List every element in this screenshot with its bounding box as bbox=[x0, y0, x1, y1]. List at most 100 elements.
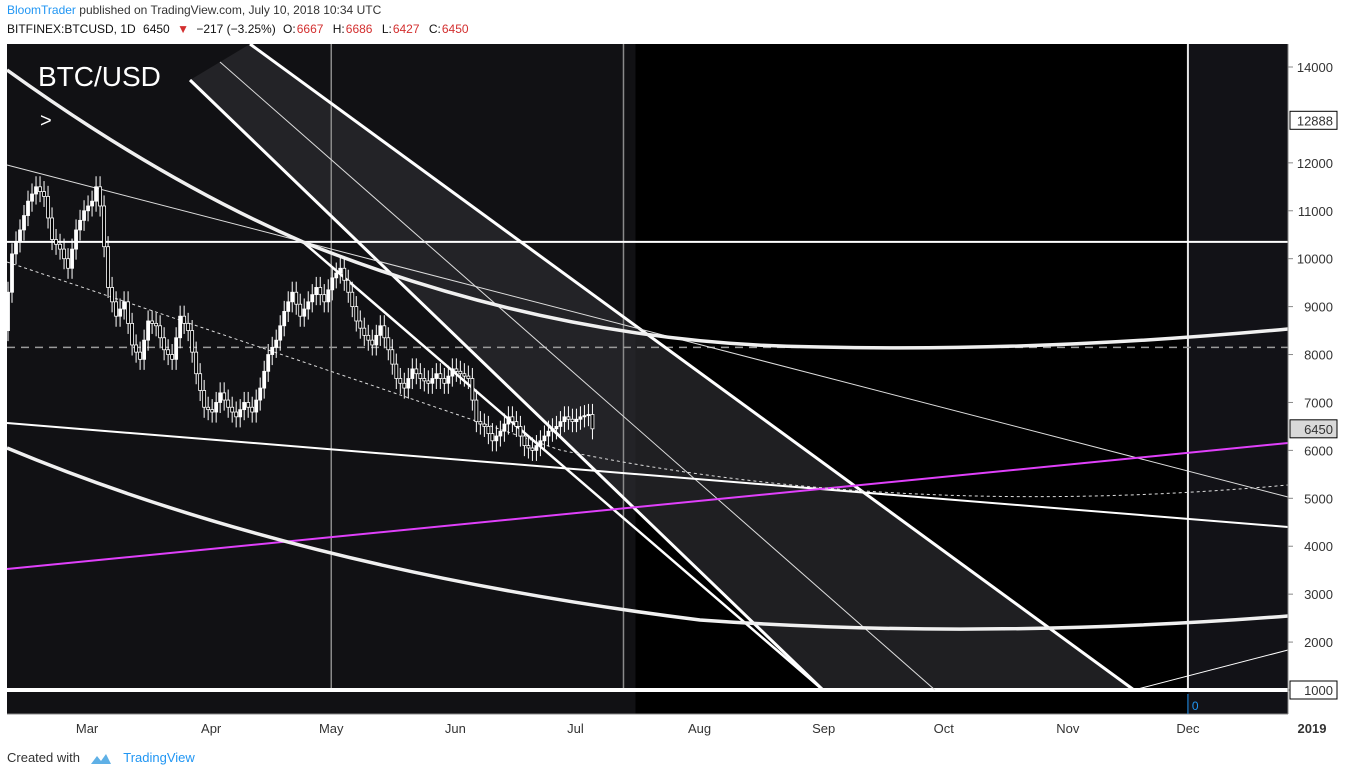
candle-body bbox=[306, 301, 311, 310]
candle-body bbox=[550, 428, 555, 432]
shade-right-region bbox=[1187, 44, 1288, 714]
last-price: 6450 bbox=[143, 22, 170, 36]
candle-body bbox=[178, 315, 183, 339]
candle-body bbox=[442, 378, 447, 384]
candle-body bbox=[46, 195, 50, 219]
high-label: H: bbox=[332, 22, 345, 36]
price-tick-label: 8000 bbox=[1304, 348, 1333, 363]
candle-body bbox=[502, 423, 507, 432]
candle-body bbox=[294, 291, 299, 305]
price-tick-label: 10000 bbox=[1297, 252, 1333, 267]
candle-body bbox=[406, 378, 411, 389]
channel-mid-line bbox=[219, 61, 936, 691]
candle-body bbox=[374, 334, 379, 346]
candle-body bbox=[458, 370, 463, 375]
candle-body bbox=[486, 426, 491, 435]
price-tick-label: 9000 bbox=[1304, 300, 1333, 315]
candle-body bbox=[66, 258, 70, 269]
chart-title: BTC/USD bbox=[38, 61, 161, 92]
upper-arc bbox=[5, 68, 1289, 350]
candle-body bbox=[586, 414, 591, 417]
time-tick-label: Jul bbox=[567, 721, 584, 736]
candle-body bbox=[334, 272, 339, 279]
candle-body bbox=[146, 320, 151, 341]
candle-body bbox=[102, 205, 106, 248]
candle-body bbox=[558, 421, 563, 427]
candle-body bbox=[474, 399, 479, 423]
footer: Created with TradingView bbox=[7, 750, 195, 766]
candle-body bbox=[538, 440, 543, 446]
candle-body bbox=[114, 301, 118, 317]
candle-body bbox=[230, 406, 235, 413]
candle-body bbox=[222, 392, 227, 401]
candle-body bbox=[362, 327, 367, 336]
candle-body bbox=[526, 445, 531, 449]
candle-body bbox=[6, 291, 10, 331]
chart-annotation: > bbox=[40, 110, 52, 132]
channel-upper-line bbox=[249, 42, 1135, 692]
candle-body bbox=[322, 294, 327, 303]
time-tick-label: Nov bbox=[1056, 721, 1080, 736]
candle-body bbox=[462, 373, 467, 377]
candle-body bbox=[482, 423, 487, 427]
candle-body bbox=[182, 315, 187, 324]
candle-body bbox=[498, 430, 503, 437]
time-tick-label: 2019 bbox=[1298, 721, 1327, 736]
tradingview-link[interactable]: TradingView bbox=[123, 750, 195, 765]
candle-body bbox=[390, 349, 395, 365]
candle-body bbox=[270, 346, 275, 355]
chart-drawings bbox=[5, 42, 1289, 714]
candle-body bbox=[110, 287, 114, 303]
candle-body bbox=[426, 380, 431, 384]
candle-body bbox=[58, 243, 62, 250]
candles bbox=[6, 176, 595, 461]
price-tag-box bbox=[1289, 419, 1338, 439]
candle-body bbox=[258, 387, 263, 401]
time-tick-label: Sep bbox=[812, 721, 835, 736]
price-tick-label: 12000 bbox=[1297, 156, 1333, 171]
candle-body bbox=[346, 279, 351, 293]
candle-body bbox=[454, 368, 459, 372]
time-axis[interactable]: Mar Apr May Jun Jul Aug Sep Oct Nov Dec 2019 0 bbox=[7, 694, 1326, 742]
candle-body bbox=[562, 416, 567, 423]
candle-body bbox=[342, 267, 347, 281]
candle-body bbox=[138, 351, 143, 360]
candle-body bbox=[54, 239, 58, 245]
candle-body bbox=[186, 322, 191, 331]
candle-body bbox=[402, 382, 407, 389]
small-ray bbox=[1133, 649, 1289, 691]
candle-body bbox=[50, 217, 54, 240]
price-tag-label: 6450 bbox=[1304, 422, 1333, 437]
candle-body bbox=[422, 378, 427, 382]
candle-body bbox=[42, 191, 46, 197]
candle-body bbox=[542, 435, 547, 442]
candle-body bbox=[590, 414, 595, 430]
candle-body bbox=[530, 447, 535, 451]
price-tick-label: 11000 bbox=[1298, 204, 1333, 219]
time-tick-label: May bbox=[319, 721, 344, 736]
candle-body bbox=[82, 210, 86, 221]
candle-body bbox=[134, 344, 139, 353]
time-axis-bg bbox=[7, 714, 1288, 742]
candle-body bbox=[126, 301, 130, 324]
time-tick-label: Aug bbox=[688, 721, 711, 736]
candle-body bbox=[22, 215, 26, 231]
candle-body bbox=[34, 186, 38, 195]
candle-body bbox=[446, 375, 451, 384]
candle-body bbox=[398, 378, 403, 384]
candle-body bbox=[30, 193, 34, 202]
price-axis[interactable]: 1000 2000 3000 4000 5000 6000 7000 8000 9000 1000… bbox=[1287, 44, 1348, 714]
candle-body bbox=[386, 337, 391, 351]
symbol[interactable]: BITFINEX:BTCUSD, 1D bbox=[7, 22, 136, 36]
price-axis-bg bbox=[1288, 44, 1348, 714]
candle-body bbox=[26, 200, 30, 216]
candle-body bbox=[194, 351, 199, 375]
author-link[interactable]: BloomTrader bbox=[7, 3, 76, 17]
time-tick-label: Mar bbox=[76, 721, 99, 736]
price-tick-label: 2000 bbox=[1304, 635, 1333, 650]
published-text: published on TradingView.com, July 10, 2… bbox=[79, 3, 382, 17]
candle-body bbox=[98, 186, 102, 207]
candle-body bbox=[494, 435, 499, 442]
